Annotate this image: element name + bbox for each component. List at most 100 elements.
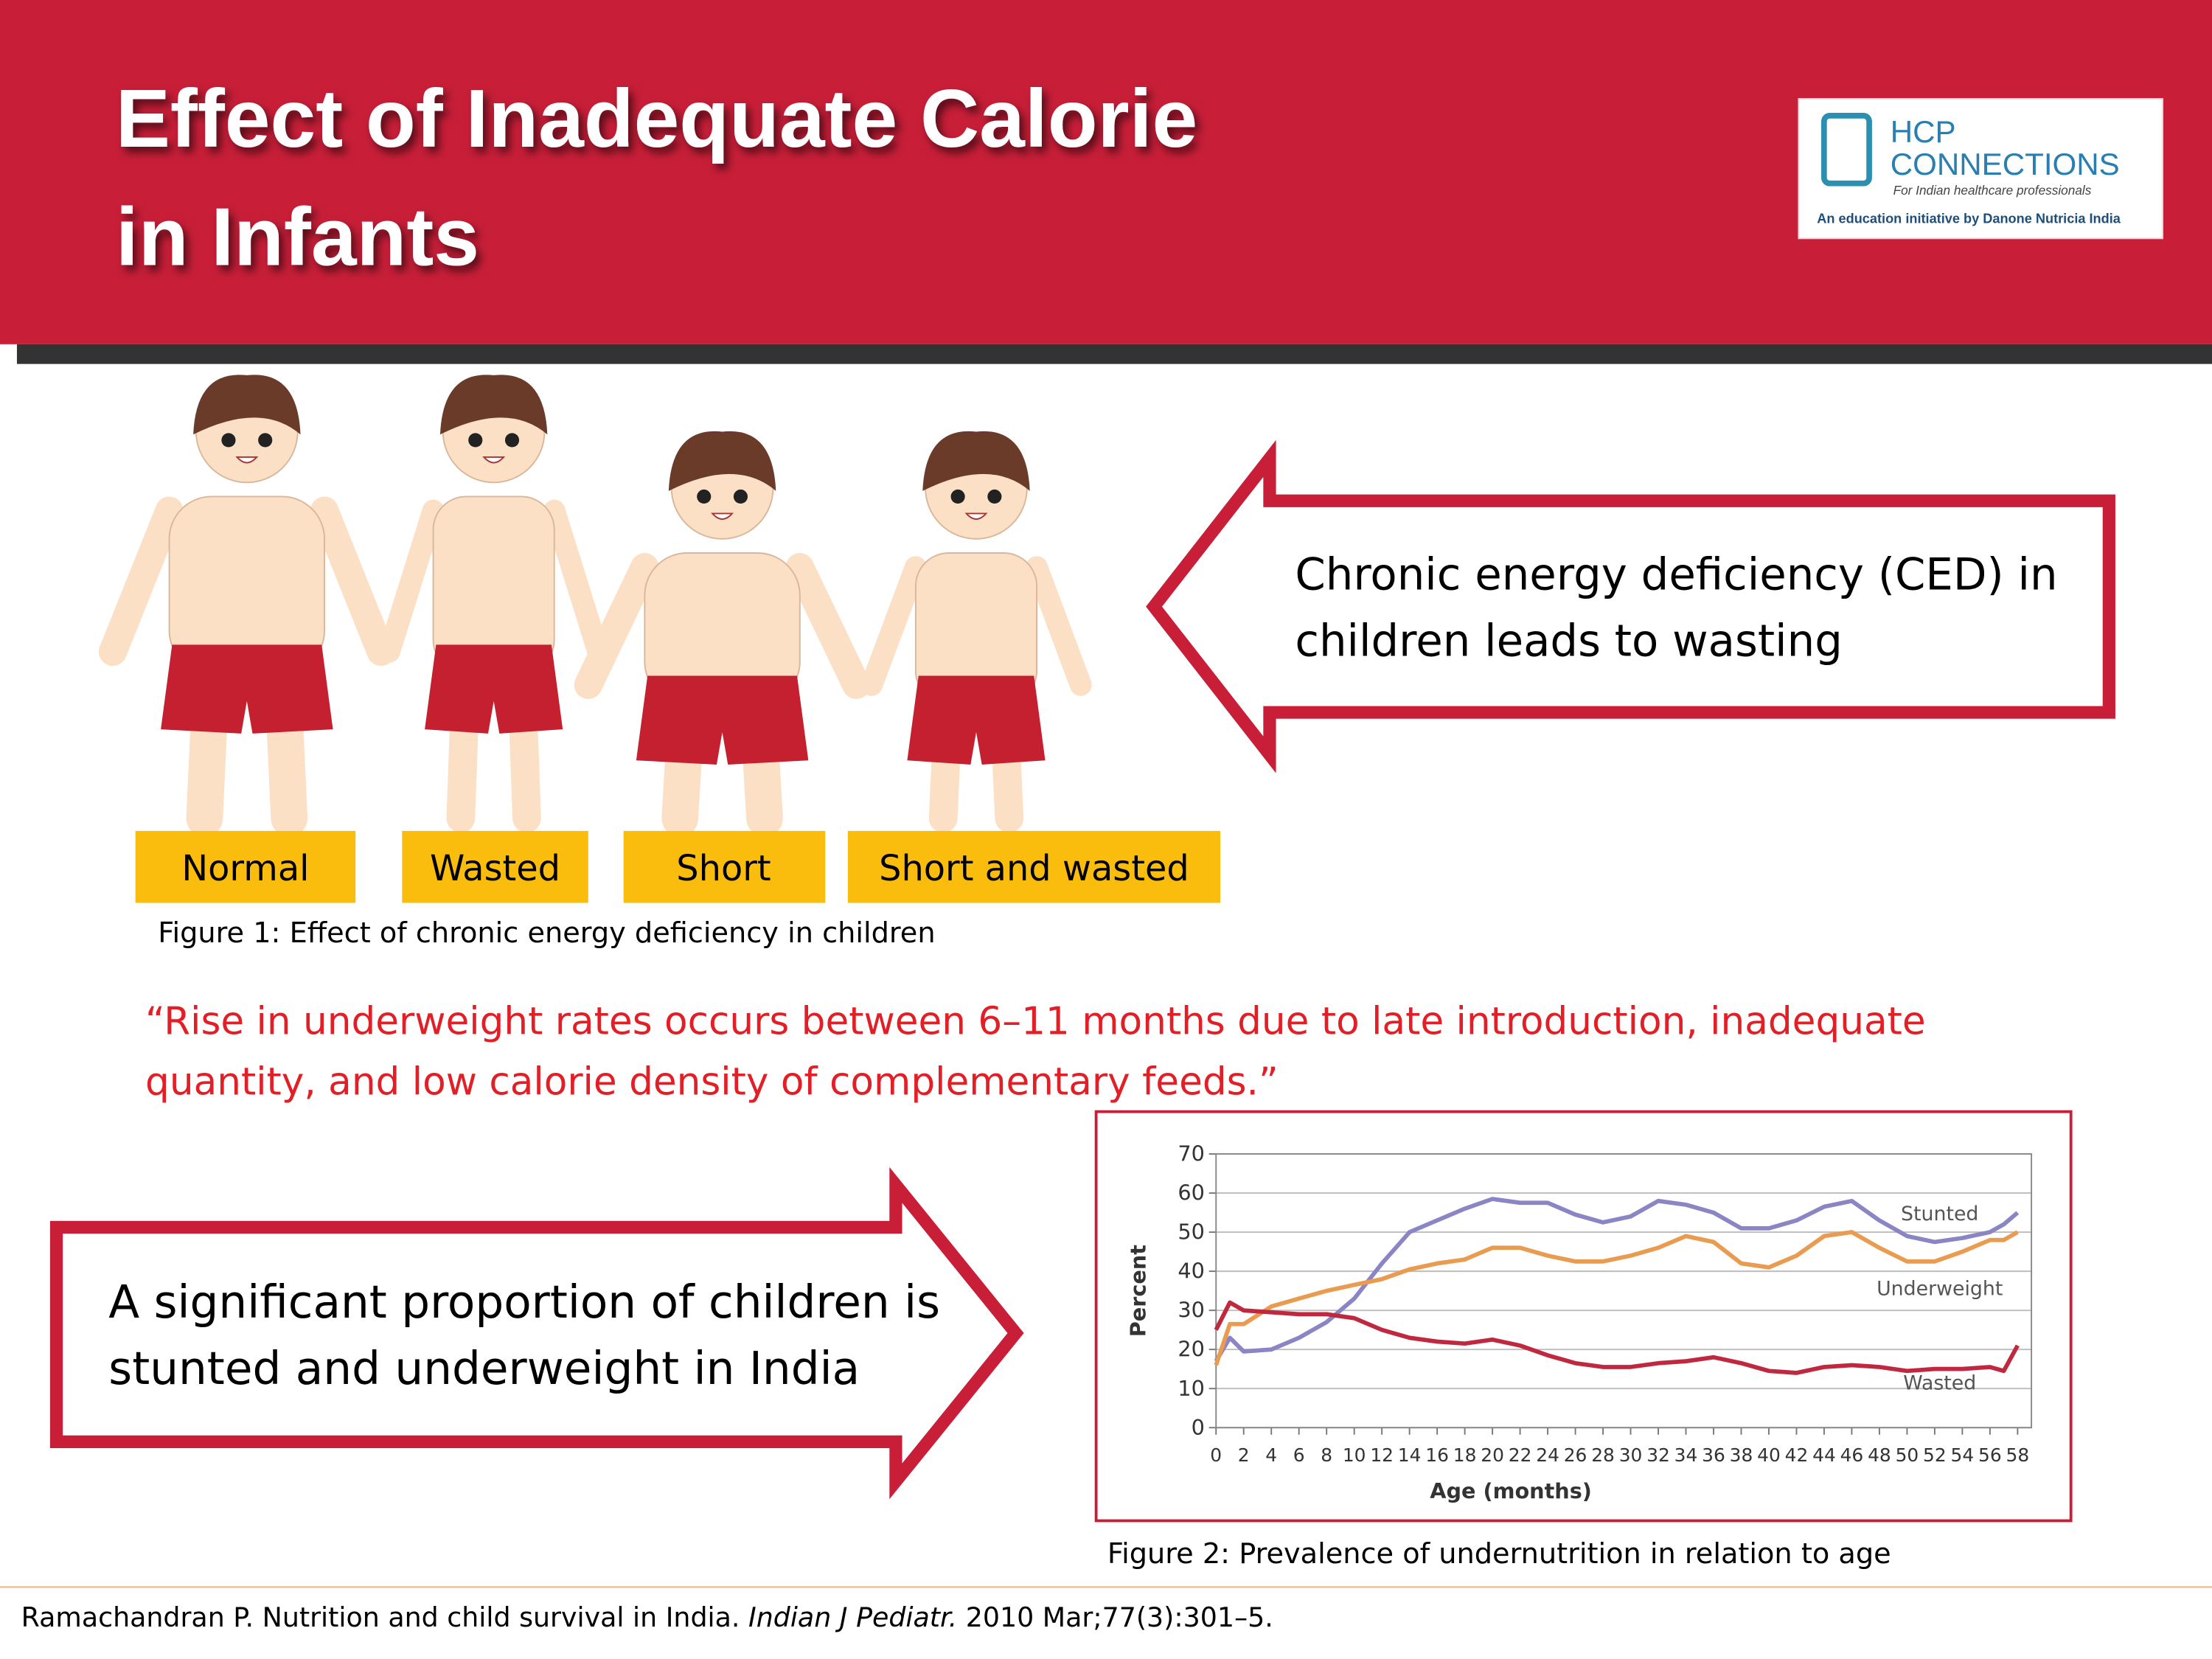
child-hair bbox=[668, 431, 776, 491]
child-shorts bbox=[425, 644, 563, 734]
x-tick-label: 38 bbox=[1730, 1444, 1753, 1466]
y-tick-label: 0 bbox=[1192, 1415, 1205, 1440]
child-arm bbox=[860, 556, 1092, 696]
child-arm bbox=[378, 499, 610, 663]
child-hair bbox=[439, 375, 548, 435]
y-tick-label: 20 bbox=[1178, 1337, 1205, 1362]
x-tick-label: 16 bbox=[1425, 1444, 1449, 1466]
figure1-labels: Normal Wasted Short Short and wasted bbox=[135, 830, 1220, 903]
callout-text: Chronic energy deficiency (CED) in bbox=[1295, 549, 2057, 600]
figure-label: Short bbox=[676, 849, 771, 889]
x-tick-label: 24 bbox=[1536, 1444, 1559, 1466]
y-tick-label: 40 bbox=[1178, 1259, 1205, 1284]
child-mouth bbox=[964, 512, 988, 521]
title-line: in Infants bbox=[116, 192, 479, 283]
x-tick-label: 2 bbox=[1238, 1444, 1250, 1466]
citation-journal: Indian J Pediatr. bbox=[748, 1601, 957, 1633]
child-hair bbox=[922, 431, 1030, 491]
callout-text: stunted and underweight in India bbox=[108, 1343, 860, 1395]
x-tick-label: 50 bbox=[1896, 1444, 1919, 1466]
x-tick-label: 42 bbox=[1785, 1444, 1809, 1466]
x-tick-label: 48 bbox=[1868, 1444, 1891, 1466]
child-mouth bbox=[482, 456, 506, 464]
x-tick-label: 56 bbox=[1978, 1444, 2002, 1466]
x-tick-label: 8 bbox=[1321, 1444, 1332, 1466]
label-box bbox=[402, 830, 588, 903]
child-shorts bbox=[636, 675, 809, 765]
quote-line: “Rise in underweight rates occurs betwee… bbox=[145, 999, 1926, 1043]
logo-box bbox=[1798, 97, 2163, 240]
label-box bbox=[847, 830, 1220, 903]
citation: Ramachandran P. Nutrition and child surv… bbox=[21, 1601, 1273, 1633]
child-arm bbox=[574, 553, 871, 700]
title-line: Effect of Inadequate Calorie bbox=[116, 73, 1197, 164]
x-tick-label: 14 bbox=[1398, 1444, 1422, 1466]
logo-name: CONNECTIONS bbox=[1891, 147, 2120, 181]
x-tick-label: 20 bbox=[1481, 1444, 1504, 1466]
x-tick-label: 0 bbox=[1210, 1444, 1222, 1466]
logo-icon bbox=[1821, 113, 1872, 187]
figure-label: Wasted bbox=[430, 849, 560, 889]
child-eye bbox=[697, 489, 712, 504]
x-tick-label: 18 bbox=[1453, 1444, 1477, 1466]
logo: HCP CONNECTIONS For Indian healthcare pr… bbox=[1798, 97, 2163, 240]
x-tick-label: 36 bbox=[1702, 1444, 1725, 1466]
x-tick-label: 22 bbox=[1509, 1444, 1532, 1466]
figure-label: Short and wasted bbox=[879, 849, 1189, 889]
child-mouth bbox=[711, 512, 734, 521]
x-tick-label: 12 bbox=[1370, 1444, 1394, 1466]
child-mouth bbox=[235, 456, 259, 464]
series-label: Wasted bbox=[1903, 1372, 1976, 1395]
series-label: Underweight bbox=[1877, 1277, 2003, 1300]
x-tick-label: 32 bbox=[1646, 1444, 1670, 1466]
series-line bbox=[1214, 1197, 2020, 1363]
figure-caption: Figure 1: Effect of chronic energy defic… bbox=[158, 917, 935, 950]
child-shorts bbox=[161, 644, 333, 734]
x-tick-label: 26 bbox=[1564, 1444, 1587, 1466]
x-tick-label: 30 bbox=[1619, 1444, 1643, 1466]
children-illustration bbox=[98, 375, 1092, 837]
child-shorts bbox=[907, 675, 1046, 765]
quote-line: quantity, and low calorie density of com… bbox=[145, 1060, 1279, 1105]
child-eye bbox=[950, 489, 965, 504]
child-eye bbox=[733, 489, 748, 504]
callout-arrow bbox=[1146, 439, 2115, 773]
x-tick-label: 6 bbox=[1293, 1444, 1305, 1466]
series-line bbox=[1214, 1230, 2019, 1366]
y-tick-label: 50 bbox=[1178, 1220, 1205, 1245]
plot-border bbox=[1215, 1153, 2033, 1429]
figure-label: Normal bbox=[181, 849, 309, 889]
y-tick-label: 60 bbox=[1178, 1180, 1205, 1206]
label-box bbox=[623, 830, 826, 903]
child-eye bbox=[987, 489, 1002, 504]
figure-caption: Figure 2: Prevalence of undernutrition i… bbox=[1107, 1537, 1891, 1571]
child-hair bbox=[193, 375, 301, 435]
citation-text: Ramachandran P. Nutrition and child surv… bbox=[21, 1601, 748, 1633]
x-tick-label: 58 bbox=[2006, 1444, 2030, 1466]
x-tick-label: 40 bbox=[1757, 1444, 1781, 1466]
y-tick-label: 10 bbox=[1178, 1376, 1205, 1401]
x-tick-label: 34 bbox=[1674, 1444, 1698, 1466]
x-tick-label: 10 bbox=[1343, 1444, 1366, 1466]
logo-brand: HCP bbox=[1891, 114, 1956, 149]
callout-text: A significant proportion of children is bbox=[108, 1276, 940, 1329]
child-arm bbox=[98, 496, 395, 667]
header-underline bbox=[16, 344, 2212, 364]
series-line bbox=[1214, 1300, 2020, 1375]
child-eye bbox=[221, 433, 236, 448]
x-tick-label: 52 bbox=[1923, 1444, 1947, 1466]
x-tick-label: 4 bbox=[1265, 1444, 1277, 1466]
x-tick-label: 46 bbox=[1840, 1444, 1864, 1466]
label-box bbox=[135, 830, 356, 903]
child-eye bbox=[468, 433, 483, 448]
logo-tagline: For Indian healthcare professionals bbox=[1893, 183, 2092, 198]
callout-text: children leads to wasting bbox=[1295, 616, 1842, 667]
x-tick-label: 54 bbox=[1951, 1444, 1975, 1466]
callout-arrow bbox=[49, 1166, 1024, 1500]
y-tick-label: 70 bbox=[1178, 1141, 1205, 1166]
y-axis-label: Percent bbox=[1126, 1245, 1151, 1338]
x-tick-label: 44 bbox=[1812, 1444, 1836, 1466]
